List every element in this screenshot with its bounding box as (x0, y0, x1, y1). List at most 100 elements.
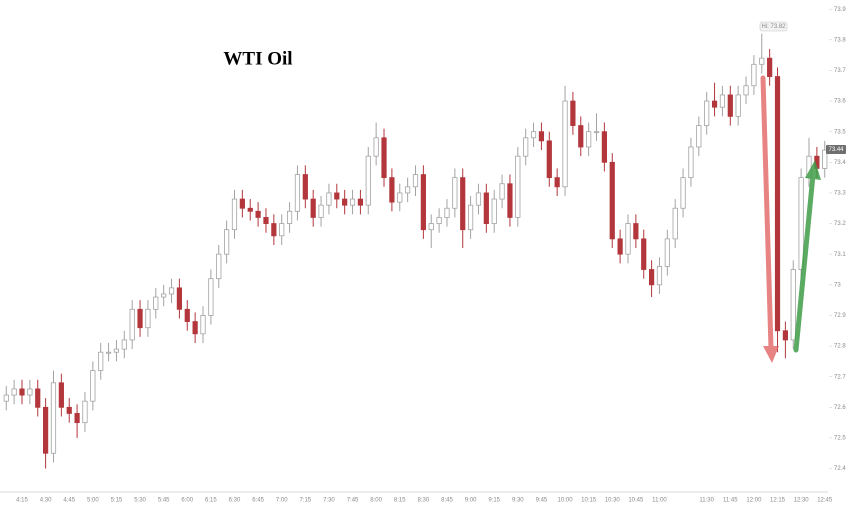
x-tick-label: 9:00 (465, 498, 477, 504)
x-tick-label: 10:00 (558, 498, 574, 504)
candle-body (50, 382, 57, 454)
x-tick-label: 12:15 (770, 498, 786, 504)
candle-body (98, 351, 104, 371)
candle-body (719, 94, 726, 108)
y-tick-label: 73 (834, 282, 841, 288)
candle-body (735, 94, 741, 117)
candle-body (467, 204, 474, 231)
candle-body (342, 198, 348, 206)
candle-body (263, 217, 269, 224)
x-tick-label: 11:45 (723, 498, 738, 504)
candle-body (412, 174, 419, 188)
candle-body (774, 76, 781, 332)
candle-body (255, 210, 261, 218)
x-tick-label: 4:45 (63, 498, 75, 504)
y-tick-label: 73.8 (834, 37, 846, 43)
candle-body (27, 388, 33, 396)
candle-body (176, 287, 182, 310)
candle-body (11, 388, 17, 396)
x-tick-label: 7:30 (323, 498, 335, 504)
candle-body (286, 210, 293, 224)
candle-body (633, 223, 639, 240)
y-tick-label: 73.5 (834, 129, 846, 135)
candle-body (798, 177, 804, 270)
candle-body (216, 253, 222, 280)
x-tick-label: 6:30 (229, 498, 241, 504)
candle-body (570, 100, 576, 126)
y-tick-label: 72.8 (834, 344, 846, 350)
candle-body (499, 183, 505, 200)
candle-body (3, 394, 9, 402)
y-tick-label: 72.9 (834, 313, 846, 319)
y-tick-label: 73.3 (834, 191, 846, 197)
y-tick-label: 73.7 (834, 68, 846, 74)
candles (3, 33, 828, 469)
x-tick-label: 9:15 (488, 498, 500, 504)
candle-body (74, 413, 80, 424)
y-tick-label: 73.6 (834, 99, 846, 105)
x-tick-label: 10:30 (605, 498, 621, 504)
y-tick-label: 73.2 (834, 221, 846, 227)
candle-body (767, 57, 773, 77)
candle-body (452, 177, 458, 209)
y-tick-label: 73.9 (834, 7, 846, 13)
y-tick-label: 72.7 (834, 374, 846, 380)
candle-body (420, 174, 426, 231)
candle-body (239, 198, 245, 209)
candle-body (231, 198, 238, 231)
candle-body (381, 137, 387, 179)
candle-body (310, 198, 316, 218)
x-tick-label: 12:45 (817, 498, 833, 504)
candle-body (200, 315, 206, 335)
x-tick-label: 8:15 (394, 498, 406, 504)
x-tick-label: 4:15 (16, 498, 28, 504)
candle-body (397, 192, 403, 203)
high-label: Hi: 73.82 (761, 24, 786, 30)
candle-body (168, 287, 175, 295)
candle-body (145, 308, 151, 329)
x-tick-label: 5:45 (158, 498, 170, 504)
candle-body (326, 192, 332, 206)
candle-body (743, 85, 749, 96)
x-tick-label: 5:30 (134, 498, 146, 504)
candle-body (593, 131, 600, 134)
up-arrow (793, 160, 821, 353)
candle-body (184, 308, 190, 322)
candle-body (460, 177, 466, 231)
candle-body (546, 140, 552, 179)
candle-body (483, 192, 489, 224)
candle-body (601, 131, 607, 163)
candle-body (475, 192, 482, 206)
candle-body (782, 330, 788, 341)
high-label-box (759, 21, 788, 32)
last-price-box (826, 145, 846, 154)
candle-body (113, 348, 120, 353)
candle-body (664, 238, 670, 267)
candle-body (578, 125, 584, 148)
last-price-label: 73.44 (828, 147, 844, 153)
x-tick-label: 4:30 (40, 498, 52, 504)
candle-body (43, 406, 49, 454)
candle-body (428, 223, 434, 231)
candle-body (271, 223, 277, 237)
candle-body (436, 217, 442, 224)
candle-body (334, 192, 340, 200)
candle-body (153, 296, 159, 310)
candle-body (19, 388, 25, 396)
candle-body (609, 161, 615, 240)
candle-body (538, 131, 545, 142)
x-tick-label: 10:45 (628, 498, 644, 504)
x-tick-label: 5:00 (87, 498, 99, 504)
candle-body (121, 339, 127, 350)
y-tick-label: 73.1 (834, 252, 846, 258)
candle-body (302, 174, 308, 200)
down-arrow (760, 75, 779, 363)
candle-body (656, 266, 663, 286)
candle-body (161, 293, 167, 298)
x-tick-label: 7:00 (276, 498, 288, 504)
candle-body (35, 388, 41, 408)
x-tick-label: 5:15 (111, 498, 123, 504)
candle-body (224, 229, 230, 255)
candle-body (105, 351, 112, 354)
